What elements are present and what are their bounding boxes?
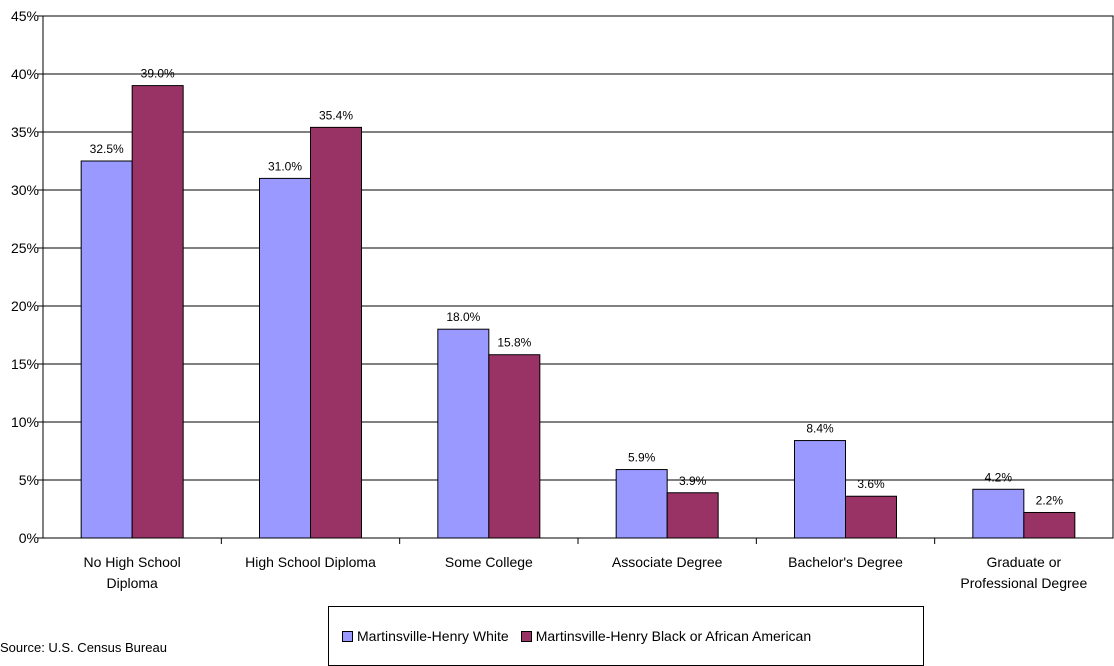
legend-label-black: Martinsville-Henry Black or African Amer… (535, 628, 812, 644)
legend-label-white: Martinsville-Henry White (357, 628, 509, 644)
y-tick-label: 35% (11, 124, 39, 140)
bar (972, 488, 1025, 539)
bar (437, 328, 490, 539)
legend-item-white: Martinsville-Henry White (342, 628, 509, 644)
data-label: 8.4% (806, 422, 834, 436)
x-tick-label: Bachelor's Degree (788, 554, 903, 570)
y-tick-label: 40% (11, 66, 39, 82)
bar (488, 354, 541, 539)
data-label: 18.0% (446, 310, 480, 324)
y-tick-label: 45% (11, 8, 39, 24)
bar (845, 495, 897, 539)
source-note: Source: U.S. Census Bureau (0, 640, 167, 655)
y-tick-label: 5% (19, 472, 39, 488)
x-tick-label: Some College (445, 554, 533, 570)
x-tick-label: Graduate or (986, 554, 1061, 570)
bar-chart: 0% 5% 10% 15% 20% 25% 30% 35% 40% 45% 32.5% 39.0% No… (11, 8, 1114, 591)
bar (666, 492, 719, 539)
x-tick-label: No High School (84, 554, 181, 570)
data-label: 32.5% (90, 142, 124, 156)
data-label: 31.0% (268, 159, 302, 173)
data-label: 5.9% (628, 451, 656, 465)
data-label: 39.0% (141, 67, 175, 81)
data-label: 2.2% (1036, 493, 1064, 507)
bar (310, 126, 362, 539)
x-tick-label: Associate Degree (612, 554, 723, 570)
y-tick-label: 10% (11, 414, 39, 430)
bar (259, 177, 311, 539)
y-tick-label: 0% (19, 530, 39, 546)
legend-swatch-white (342, 630, 353, 642)
legend-item-black: Martinsville-Henry Black or African Amer… (520, 628, 812, 644)
chart-legend: Martinsville-Henry White Martinsville-He… (328, 606, 924, 666)
data-label: 15.8% (497, 336, 531, 350)
data-label: 4.2% (985, 470, 1013, 484)
y-tick-label: 30% (11, 182, 39, 198)
x-tick-label: Professional Degree (960, 575, 1087, 591)
bar (80, 160, 133, 539)
x-tick-label: High School Diploma (245, 554, 376, 570)
bar (131, 85, 184, 539)
bar (794, 440, 846, 539)
legend-swatch-black (520, 630, 532, 642)
data-label: 3.6% (857, 477, 885, 491)
y-tick-label: 15% (11, 356, 39, 372)
plot-area (42, 15, 1114, 539)
data-label: 3.9% (679, 474, 707, 488)
bar (1023, 511, 1076, 539)
data-label: 35.4% (319, 108, 353, 122)
y-tick-label: 20% (11, 298, 39, 314)
x-tick-label: Diploma (106, 575, 158, 591)
bar (615, 469, 668, 539)
y-tick-label: 25% (11, 240, 39, 256)
